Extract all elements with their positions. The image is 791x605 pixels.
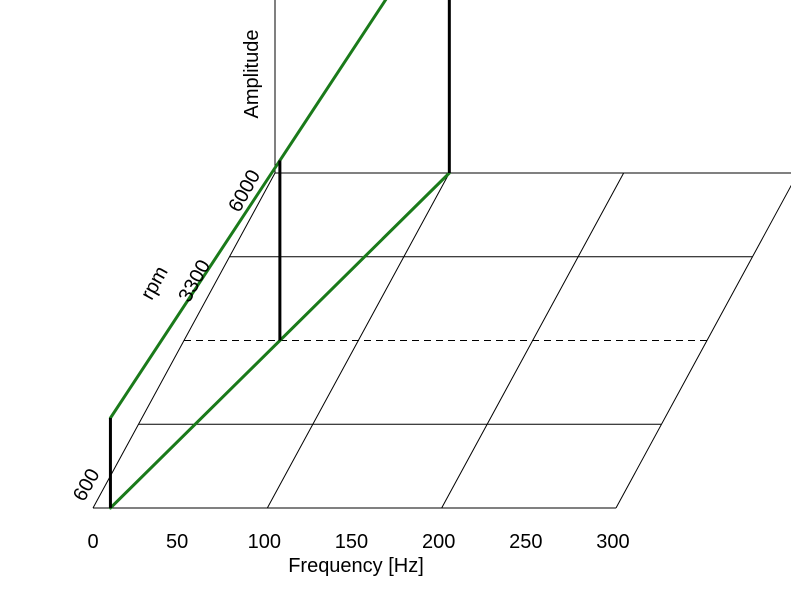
- y-axis-title: rpm: [137, 263, 173, 304]
- x-tick-label: 300: [596, 531, 629, 553]
- x-tick-label: 50: [166, 531, 188, 553]
- grid: [92, 0, 791, 509]
- x-tick-label: 150: [335, 531, 368, 553]
- x-tick-label: 100: [248, 531, 281, 553]
- spectrum-lines: [108, 0, 451, 508]
- z-axis-title: Amplitude: [241, 30, 263, 119]
- x-axis-title: Frequency [Hz]: [288, 555, 424, 577]
- x-tick-label: 250: [509, 531, 542, 553]
- x-tick-label: 0: [87, 531, 98, 553]
- x-tick-label: 200: [422, 531, 455, 553]
- y-tick-label: 600: [69, 465, 104, 505]
- y-tick-label: 3300: [174, 256, 215, 306]
